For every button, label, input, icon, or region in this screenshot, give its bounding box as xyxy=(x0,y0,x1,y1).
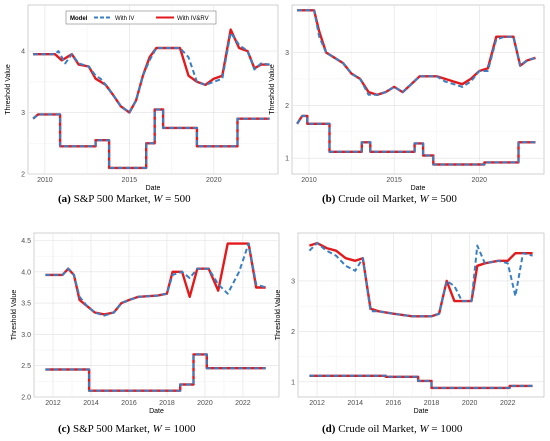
y-tick-label: 4 xyxy=(21,49,25,56)
x-tick-label: 2012 xyxy=(45,400,61,407)
caption-tag: (c) xyxy=(58,423,71,435)
x-tick-label: 2016 xyxy=(386,400,402,407)
y-tick-label: 3 xyxy=(285,50,289,57)
y-tick-label: 4.0 xyxy=(21,269,31,276)
series-line-with-iv-upper xyxy=(33,31,270,114)
x-tick-label: 2012 xyxy=(309,400,325,407)
x-tick-label: 2014 xyxy=(347,400,363,407)
series-line-with-iv-upper xyxy=(297,9,536,96)
x-tick-label: 2018 xyxy=(424,400,440,407)
x-tick-label: 2020 xyxy=(206,177,222,184)
caption-value: = 500 xyxy=(428,193,457,205)
plot-area xyxy=(297,232,545,398)
caption-text: S&P 500 Market, xyxy=(70,193,154,205)
y-tick-label: 1 xyxy=(285,156,289,163)
y-tick-label: 3.0 xyxy=(21,332,31,339)
chart-panel-1: 2010 2015 2020 1 2 3 Date Threshold Value xyxy=(269,4,545,192)
plot-area xyxy=(27,4,279,175)
x-axis-label: Date xyxy=(149,408,164,415)
caption-tag: (b) xyxy=(322,193,336,205)
caption-var: W xyxy=(153,193,163,205)
x-tick-label: 2016 xyxy=(121,400,137,407)
x-tick-label: 2015 xyxy=(386,177,402,184)
caption-text: Crude oil Market, xyxy=(335,423,420,435)
y-axis-label: Threshold Value xyxy=(11,290,18,341)
legend-box xyxy=(65,10,217,25)
caption-value: = 1000 xyxy=(161,423,196,435)
y-tick-label: 4.5 xyxy=(21,238,31,245)
series-line-with-iv-upper xyxy=(308,242,533,318)
legend-title: Model xyxy=(70,16,88,22)
caption-value: = 1000 xyxy=(428,423,463,435)
plot-area xyxy=(33,232,280,398)
y-axis-label: Threshold Value xyxy=(275,290,282,341)
series-line-with-iv-lower xyxy=(45,353,266,392)
y-tick-label: 1 xyxy=(291,379,295,386)
caption-var: W xyxy=(419,423,429,435)
caption-value: = 500 xyxy=(162,193,191,205)
x-tick-label: 2010 xyxy=(301,177,317,184)
caption-d: (d) Crude oil Market, W = 1000 xyxy=(322,423,462,435)
caption-tag: (a) xyxy=(58,193,71,205)
legend: Model With IV With IV&RV xyxy=(65,10,217,25)
caption-tag: (d) xyxy=(322,423,336,435)
y-tick-label: 2 xyxy=(21,172,25,179)
y-tick-label: 2 xyxy=(291,329,295,336)
series-line-with-iv-upper xyxy=(45,242,267,317)
y-tick-label: 2 xyxy=(285,103,289,110)
x-axis-label: Date xyxy=(411,185,426,192)
caption-text: Crude oil Market, xyxy=(335,193,420,205)
x-tick-label: 2020 xyxy=(462,400,478,407)
series-line-with-iv-lower xyxy=(309,374,533,389)
y-axis-label: Threshold Value xyxy=(5,64,12,115)
y-tick-label: 3 xyxy=(291,278,295,285)
x-tick-label: 2020 xyxy=(472,177,488,184)
x-tick-label: 2018 xyxy=(159,400,175,407)
chart-panel-3: 2012 2014 2016 2018 2020 2022 1 2 3 Date Threshold… xyxy=(275,232,545,415)
chart-panel-0: 2010 2015 2020 2 3 4 Date Threshold Value Model W… xyxy=(5,4,279,192)
x-tick-label: 2015 xyxy=(122,177,138,184)
x-axis-label: Date xyxy=(414,408,429,415)
legend-label: With IV xyxy=(115,16,134,22)
plot-area xyxy=(291,4,545,175)
y-tick-label: 3 xyxy=(21,110,25,117)
y-axis-label: Threshold Value xyxy=(269,64,276,115)
y-tick-label: 2.5 xyxy=(21,363,31,370)
x-tick-label: 2014 xyxy=(83,400,99,407)
x-tick-label: 2022 xyxy=(235,400,251,407)
caption-c: (c) S&P 500 Market, W = 1000 xyxy=(58,423,196,435)
legend-label: With IV&RV xyxy=(177,16,209,22)
series-line-with-iv-lower xyxy=(32,108,270,169)
caption-b: (b) Crude oil Market, W = 500 xyxy=(322,193,457,205)
x-tick-label: 2022 xyxy=(500,400,516,407)
x-tick-label: 2010 xyxy=(37,177,53,184)
caption-text: S&P 500 Market, xyxy=(70,423,153,435)
series-line-with-iv-lower xyxy=(296,114,536,166)
caption-a: (a) S&P 500 Market, W = 500 xyxy=(58,193,191,205)
caption-var: W xyxy=(152,423,162,435)
y-tick-label: 2.0 xyxy=(21,395,31,402)
caption-var: W xyxy=(419,193,429,205)
x-axis-label: Date xyxy=(146,185,161,192)
x-tick-label: 2020 xyxy=(197,400,213,407)
y-tick-label: 3.5 xyxy=(21,301,31,308)
chart-panel-2: 2012 2014 2016 2018 2020 2022 2.0 2.5 3.0 3.5 4.0 4… xyxy=(11,232,280,415)
